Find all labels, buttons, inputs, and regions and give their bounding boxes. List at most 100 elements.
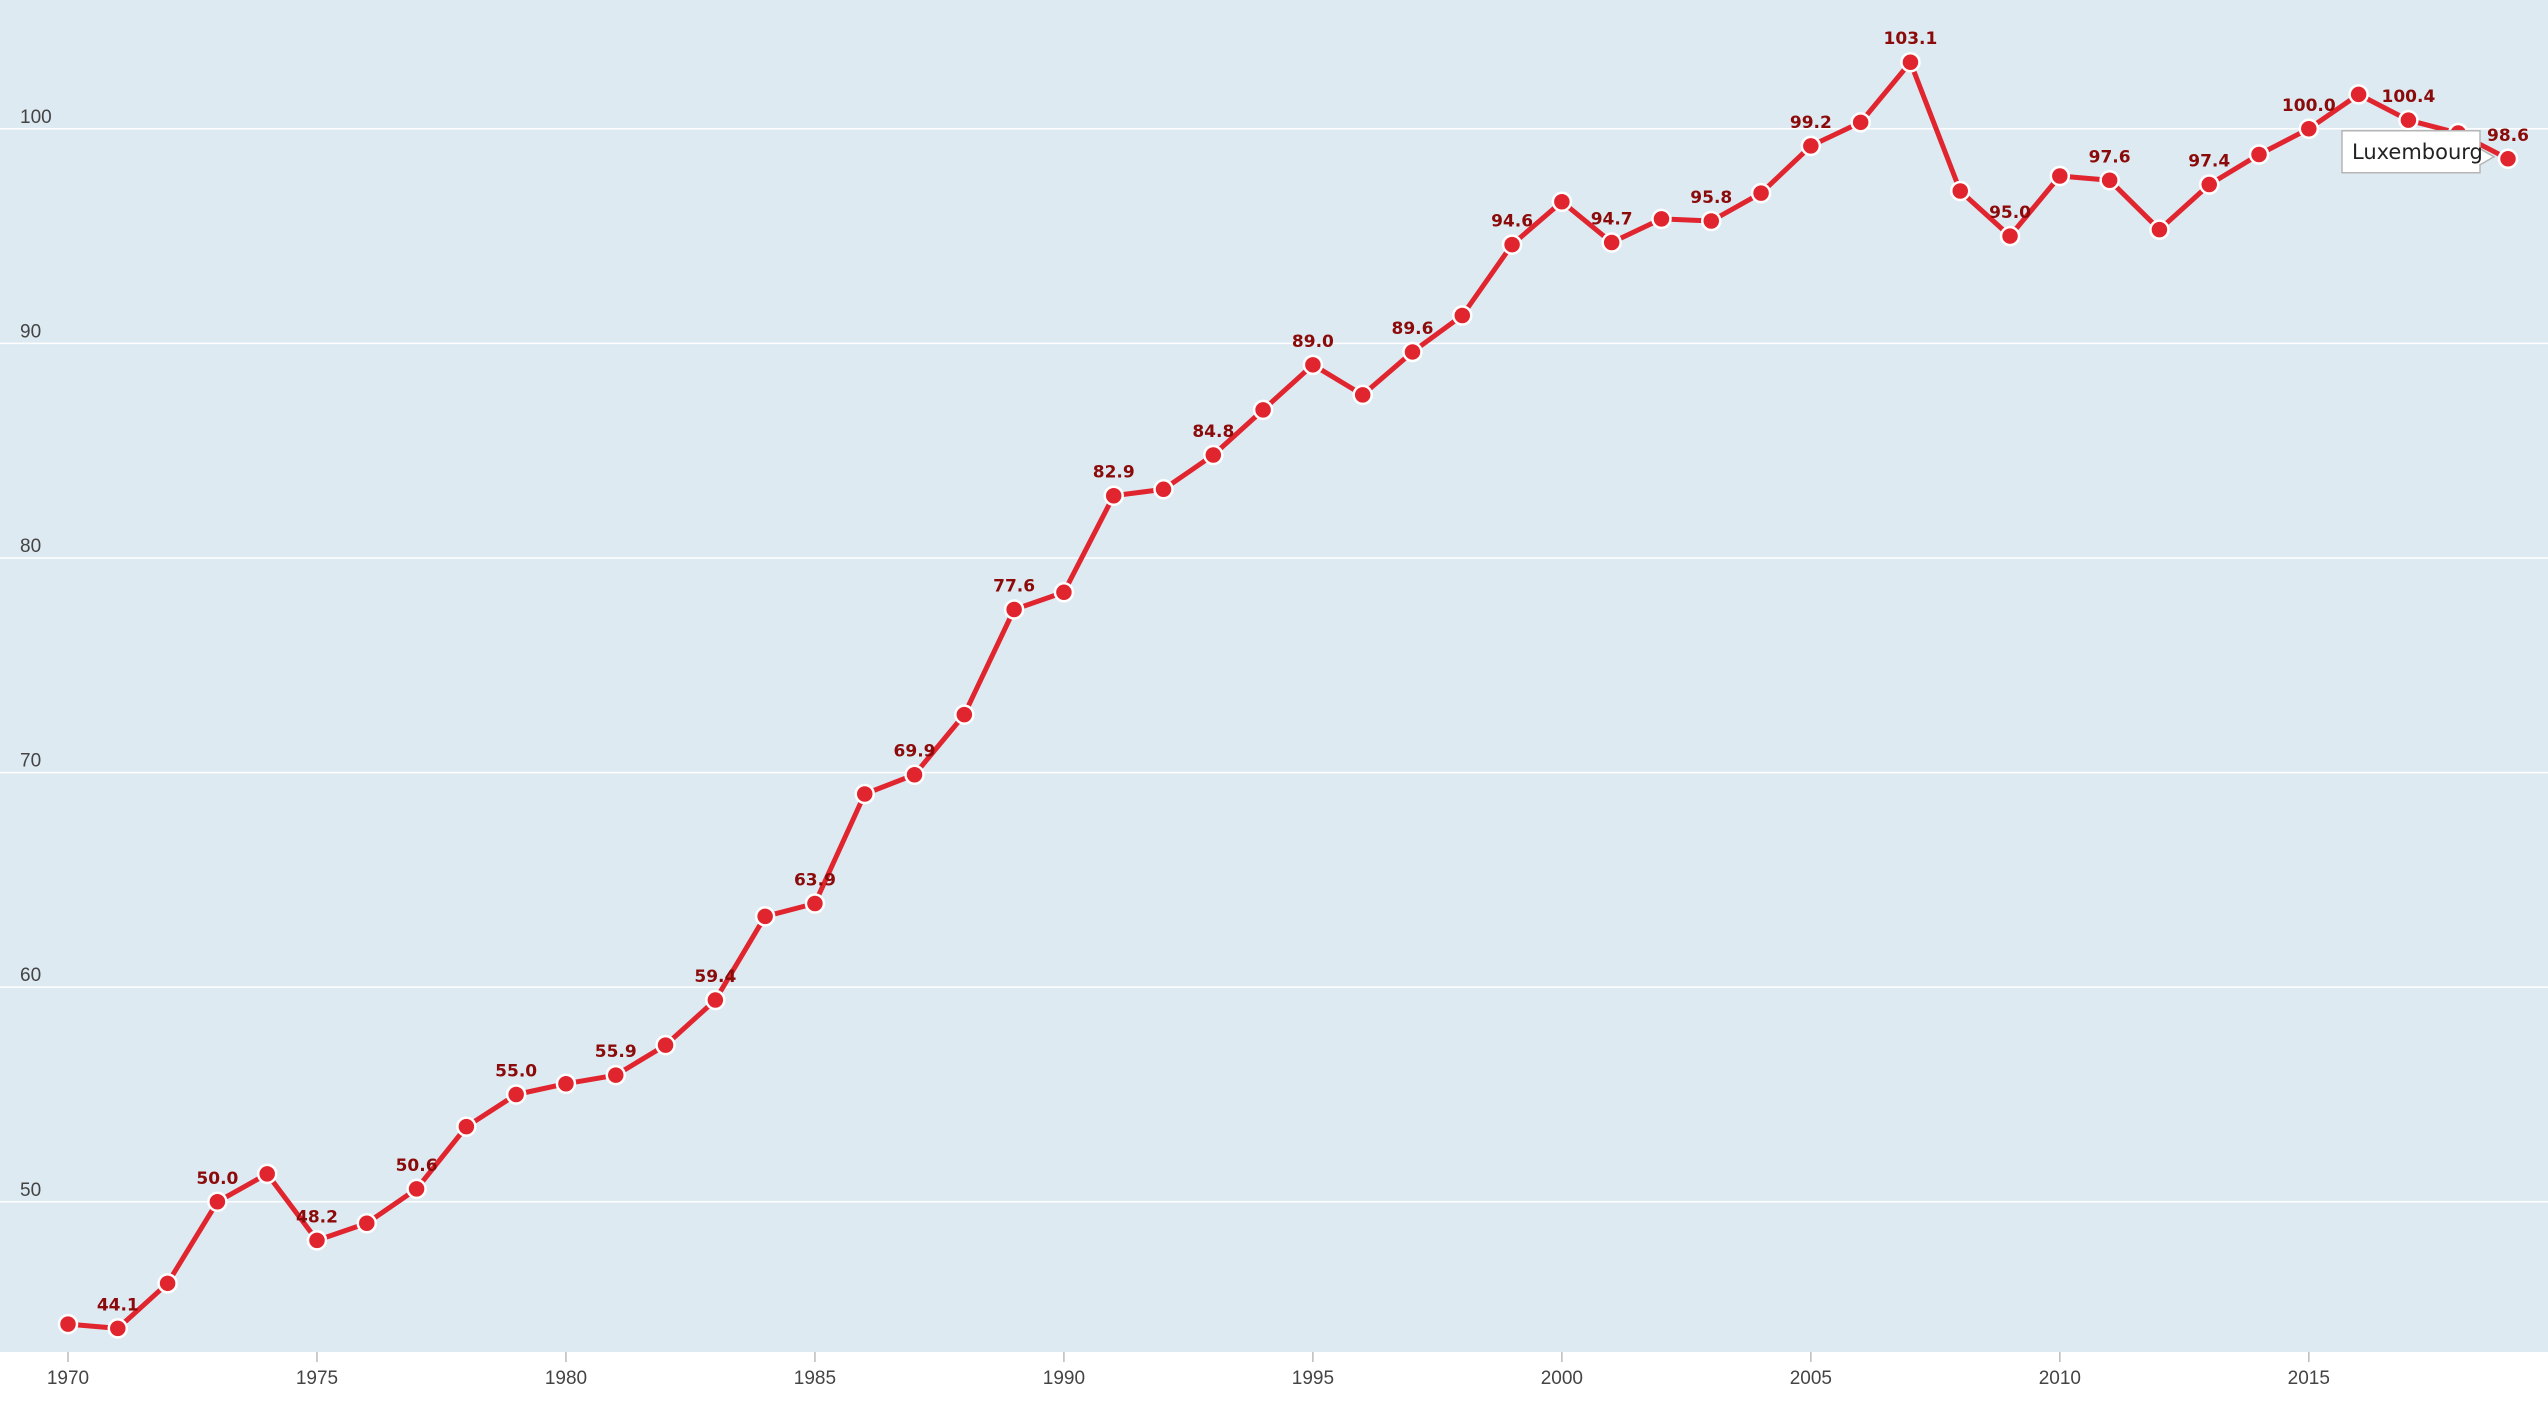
data-label-1987: 69.9 bbox=[894, 742, 936, 762]
data-point-1992 bbox=[1153, 479, 1174, 500]
data-label-2007: 103.1 bbox=[1884, 29, 1938, 49]
data-point-2019 bbox=[2497, 148, 2519, 170]
data-point-1980 bbox=[555, 1073, 577, 1094]
data-point-1994 bbox=[1252, 399, 1274, 421]
x-tick-label-2010: 2010 bbox=[2039, 1368, 2081, 1389]
y-tick-label-50: 50 bbox=[20, 1180, 41, 1201]
data-label-1983: 59.4 bbox=[694, 967, 736, 987]
x-tick-label-1985: 1985 bbox=[794, 1368, 836, 1389]
data-point-1989 bbox=[1003, 599, 1025, 620]
y-tick-label-70: 70 bbox=[20, 751, 41, 772]
data-point-2011 bbox=[2099, 170, 2120, 191]
x-tick-label-2005: 2005 bbox=[1790, 1368, 1832, 1389]
x-tick-label-1970: 1970 bbox=[47, 1368, 89, 1389]
data-label-1991: 82.9 bbox=[1093, 463, 1135, 483]
x-tick-label-1995: 1995 bbox=[1292, 1368, 1334, 1389]
data-point-1995 bbox=[1302, 354, 1324, 376]
data-point-1983 bbox=[705, 989, 726, 1011]
x-axis-tick-labels: 1970 1975 1980 1985 1990 1995 2000 2005 2010 2015 bbox=[47, 1368, 2330, 1389]
data-point-1973 bbox=[207, 1191, 228, 1213]
data-point-2002 bbox=[1651, 208, 1672, 230]
data-point-2010 bbox=[2049, 165, 2071, 187]
data-point-1987 bbox=[904, 764, 925, 785]
tooltip-box bbox=[2341, 130, 2496, 174]
data-label-1989: 77.6 bbox=[993, 576, 1035, 596]
data-point-2012 bbox=[2149, 219, 2170, 240]
data-point-2004 bbox=[1750, 182, 1772, 204]
data-label-2003: 95.8 bbox=[1690, 188, 1732, 208]
data-label-2009: 95.0 bbox=[1989, 203, 2031, 223]
data-point-2013 bbox=[2198, 174, 2220, 195]
data-label-2005: 99.2 bbox=[1790, 113, 1832, 133]
y-tick-label-90: 90 bbox=[20, 321, 41, 342]
data-label-1971: 44.1 bbox=[97, 1295, 139, 1315]
tooltip-label: Luxembourg bbox=[2352, 140, 2483, 164]
x-tick-label-2015: 2015 bbox=[2288, 1368, 2330, 1389]
data-point-2017 bbox=[2398, 109, 2419, 131]
data-label-2011: 97.6 bbox=[2089, 147, 2131, 167]
data-label-1999: 94.6 bbox=[1491, 212, 1533, 232]
data-point-1999 bbox=[1501, 234, 1523, 255]
series-tooltip: Luxembourg bbox=[2341, 130, 2496, 174]
data-point-1990 bbox=[1053, 582, 1075, 603]
data-point-2005 bbox=[1800, 135, 1822, 157]
data-label-1977: 50.6 bbox=[396, 1156, 438, 1176]
data-point-2003 bbox=[1701, 210, 1722, 232]
data-label-2019: 98.6 bbox=[2487, 126, 2529, 146]
data-label-1993: 84.8 bbox=[1192, 422, 1234, 442]
y-tick-label-60: 60 bbox=[20, 965, 41, 986]
data-point-2008 bbox=[1949, 180, 1971, 202]
data-point-1975 bbox=[306, 1230, 328, 1251]
data-labels: 44.1 50.0 48.2 50.6 55.0 55.9 59.4 63.9 69.9 77.6… bbox=[97, 29, 2529, 1315]
data-label-1985: 63.9 bbox=[794, 870, 836, 890]
data-points bbox=[57, 51, 2519, 1339]
data-point-1985 bbox=[804, 893, 826, 914]
data-point-1991 bbox=[1103, 485, 1124, 506]
data-label-2001: 94.7 bbox=[1591, 210, 1633, 230]
data-label-2017: 100.4 bbox=[2382, 87, 2436, 107]
data-label-1979: 55.0 bbox=[495, 1061, 537, 1081]
y-tick-label-80: 80 bbox=[20, 536, 41, 557]
data-point-2006 bbox=[1850, 112, 1871, 133]
y-axis-tick-labels: 50 60 70 80 90 100 bbox=[20, 107, 52, 1201]
data-point-2001 bbox=[1601, 232, 1622, 253]
data-point-1984 bbox=[754, 906, 776, 927]
x-axis-ticks bbox=[67, 1352, 2310, 1362]
data-point-2014 bbox=[2248, 144, 2270, 165]
data-label-1973: 50.0 bbox=[196, 1169, 238, 1189]
data-label-1997: 89.6 bbox=[1392, 319, 1434, 339]
data-point-1972 bbox=[157, 1273, 178, 1294]
data-point-2000 bbox=[1551, 191, 1573, 212]
data-point-1977 bbox=[406, 1178, 427, 1200]
x-tick-label-1990: 1990 bbox=[1043, 1368, 1085, 1389]
x-tick-label-1975: 1975 bbox=[296, 1368, 338, 1389]
data-point-1988 bbox=[954, 704, 975, 725]
data-label-1995: 89.0 bbox=[1292, 332, 1334, 352]
data-label-1981: 55.9 bbox=[595, 1042, 637, 1062]
x-tick-label-2000: 2000 bbox=[1541, 1368, 1583, 1389]
data-point-1970 bbox=[57, 1313, 79, 1335]
data-point-1981 bbox=[605, 1064, 627, 1086]
data-point-1978 bbox=[456, 1116, 477, 1137]
y-tick-label-100: 100 bbox=[20, 107, 52, 128]
data-point-1996 bbox=[1352, 384, 1373, 406]
data-point-2016 bbox=[2348, 84, 2369, 105]
data-label-1975: 48.2 bbox=[296, 1207, 338, 1227]
data-point-1976 bbox=[356, 1212, 378, 1234]
data-point-1993 bbox=[1203, 444, 1224, 466]
data-point-2015 bbox=[2298, 118, 2320, 140]
data-point-2007 bbox=[1900, 51, 1921, 73]
x-tick-label-1980: 1980 bbox=[545, 1368, 587, 1389]
data-label-2015: 100.0 bbox=[2282, 96, 2336, 116]
plot-background bbox=[0, 0, 2548, 1352]
data-point-1982 bbox=[655, 1034, 676, 1056]
data-point-1971 bbox=[107, 1318, 129, 1339]
data-label-2013: 97.4 bbox=[2188, 152, 2230, 172]
data-point-1998 bbox=[1452, 305, 1473, 326]
data-point-2009 bbox=[1999, 225, 2021, 247]
data-point-1986 bbox=[854, 783, 875, 805]
gridlines bbox=[0, 128, 2548, 1203]
data-point-1979 bbox=[505, 1084, 527, 1105]
data-point-1974 bbox=[256, 1163, 278, 1185]
